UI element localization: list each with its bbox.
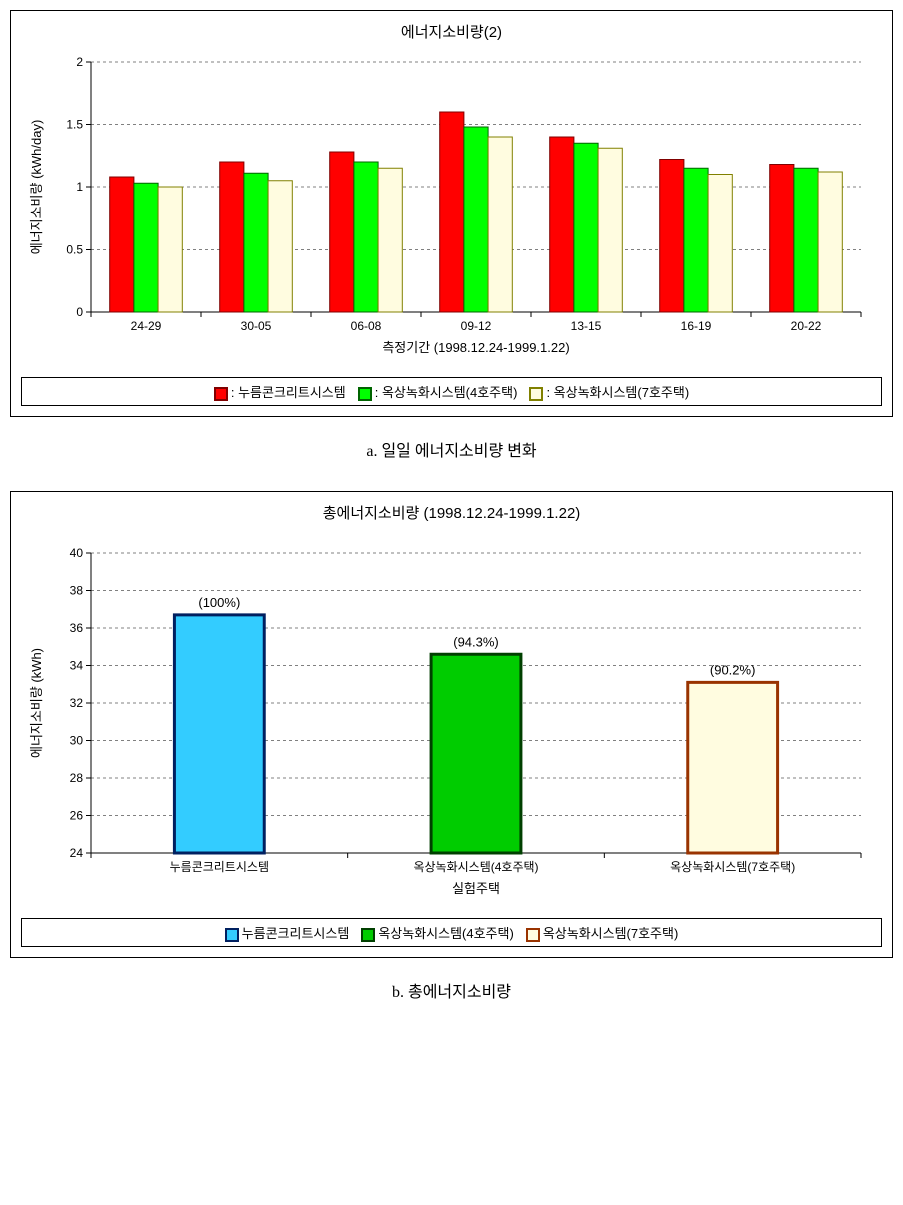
bar [660,160,684,313]
bar [488,137,512,312]
svg-text:24-29: 24-29 [131,319,162,333]
svg-text:32: 32 [70,696,84,710]
bar [440,112,464,312]
svg-text:30: 30 [70,734,84,748]
bar [330,152,354,312]
bar [134,183,158,312]
svg-text:(94.3%): (94.3%) [453,634,499,649]
svg-text:1.5: 1.5 [66,118,83,132]
legend-swatch [358,387,372,401]
svg-text:34: 34 [70,659,84,673]
bar [378,168,402,312]
svg-text:1: 1 [76,180,83,194]
svg-text:(100%): (100%) [198,595,240,610]
bar [354,162,378,312]
chart-b-plot: 24 26 28 30 32 34 36 38 40 누름콘크리트시스템 (100%) 옥상녹화시스템… [21,533,882,913]
svg-text:실험주택: 실험주택 [452,881,500,896]
chart-a-caption: a. 일일 에너지소비량 변화 [10,437,893,461]
svg-text:13-15: 13-15 [571,319,602,333]
legend-label: : 누름콘크리트시스템 [231,385,346,400]
bar [770,165,794,313]
legend-swatch [214,387,228,401]
bar [794,168,818,312]
svg-text:38: 38 [70,584,84,598]
svg-text:16-19: 16-19 [681,319,712,333]
bar [818,172,842,312]
svg-text:30-05: 30-05 [241,319,272,333]
legend-label: 옥상녹화시스템(7호주택) [543,926,679,941]
chart-b-caption: b. 총에너지소비량 [10,978,893,1002]
svg-text:24: 24 [70,846,84,860]
svg-text:40: 40 [70,546,84,560]
legend-label: 옥상녹화시스템(4호주택) [378,926,514,941]
legend-label: : 옥상녹화시스템(7호주택) [546,385,689,400]
svg-text:(90.2%): (90.2%) [710,662,756,677]
svg-text:28: 28 [70,771,84,785]
legend-item: : 옥상녹화시스템(7호주택) [529,382,689,401]
bar [158,187,182,312]
svg-text:에너지소비량 (kWh): 에너지소비량 (kWh) [29,648,44,758]
svg-text:옥상녹화시스템(4호주택): 옥상녹화시스템(4호주택) [413,860,538,874]
bar [174,615,264,853]
legend-item: : 누름콘크리트시스템 [214,382,346,401]
legend-label: : 옥상녹화시스템(4호주택) [375,385,518,400]
legend-item: 옥상녹화시스템(7호주택) [526,923,679,942]
bar [550,137,574,312]
svg-text:0.5: 0.5 [66,243,83,257]
bar [431,654,521,853]
bar [464,127,488,312]
legend-swatch [225,928,239,942]
bar [598,148,622,312]
chart-a-title: 에너지소비량(2) [21,21,882,42]
svg-text:0: 0 [76,305,83,319]
legend-swatch [529,387,543,401]
legend-label: 누름콘크리트시스템 [242,926,350,941]
bar [110,177,134,312]
svg-text:에너지소비량 (kWh/day): 에너지소비량 (kWh/day) [29,120,44,255]
svg-text:09-12: 09-12 [461,319,492,333]
chart-b-title: 총에너지소비량 (1998.12.24-1999.1.22) [21,502,882,523]
legend-item: 옥상녹화시스템(4호주택) [361,923,514,942]
chart-b-legend: 누름콘크리트시스템 옥상녹화시스템(4호주택) 옥상녹화시스템(7호주택) [21,918,882,947]
legend-item: : 옥상녹화시스템(4호주택) [358,382,518,401]
svg-text:옥상녹화시스템(7호주택): 옥상녹화시스템(7호주택) [670,860,795,874]
bar [708,175,732,313]
bar [268,181,292,312]
bar [684,168,708,312]
chart-b-container: 총에너지소비량 (1998.12.24-1999.1.22) 24 26 28 30 3… [10,491,893,958]
chart-a-legend: : 누름콘크리트시스템 : 옥상녹화시스템(4호주택) : 옥상녹화시스템(7호주택… [21,377,882,406]
legend-swatch [526,928,540,942]
bar [244,173,268,312]
bar [220,162,244,312]
svg-text:2: 2 [76,55,83,69]
bar [574,143,598,312]
bar [688,682,778,853]
svg-text:06-08: 06-08 [351,319,382,333]
svg-text:26: 26 [70,809,84,823]
legend-swatch [361,928,375,942]
svg-text:측정기간 (1998.12.24-1999.1.22): 측정기간 (1998.12.24-1999.1.22) [382,340,569,355]
svg-text:36: 36 [70,621,84,635]
legend-item: 누름콘크리트시스템 [225,923,350,942]
chart-a-plot: 0 0.5 1 1.5 2 24-29 30-05 06-08 09-12 13-15 16-19 2… [21,52,882,372]
svg-text:20-22: 20-22 [791,319,822,333]
chart-a-container: 에너지소비량(2) 0 0.5 1 1.5 2 24-29 30-05 06-08 09-12 1… [10,10,893,417]
svg-text:누름콘크리트시스템: 누름콘크리트시스템 [170,860,269,874]
